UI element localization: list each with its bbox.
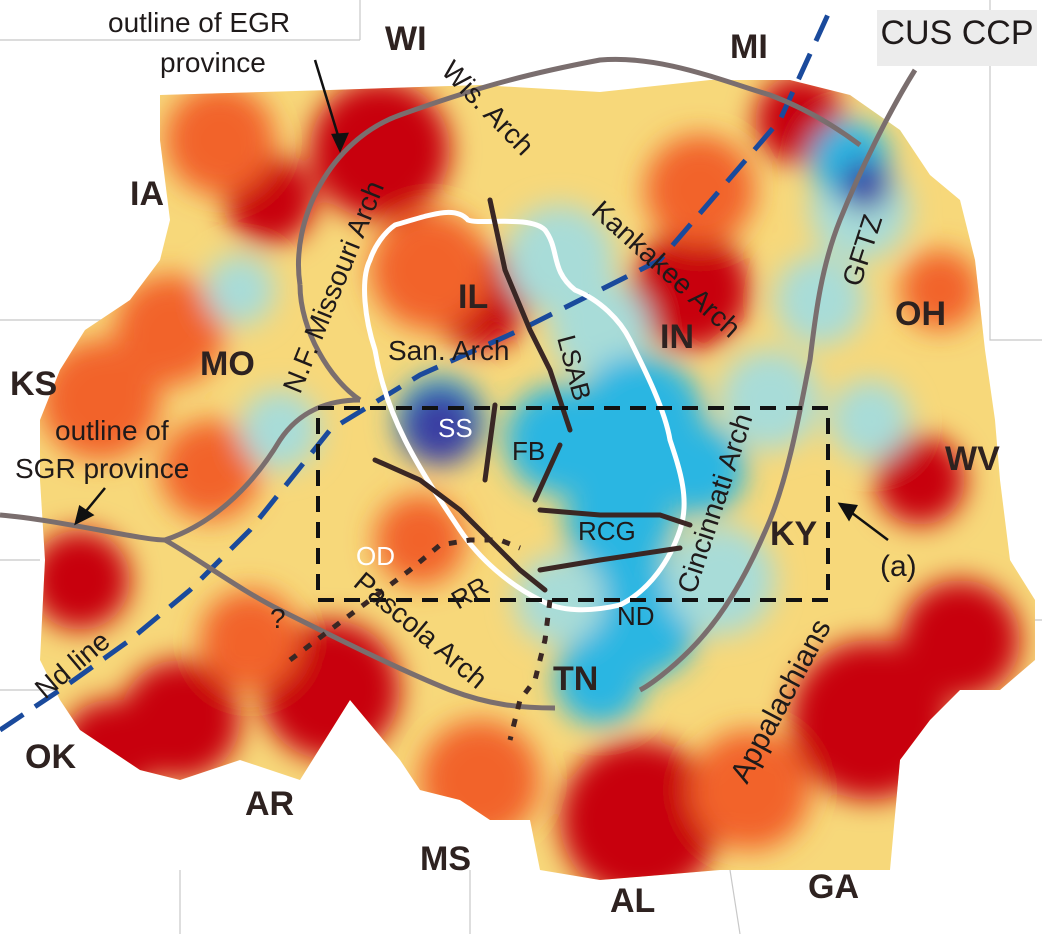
anomaly-blob-warm [115, 275, 225, 385]
egr-outline [0, 56, 862, 543]
anomaly-blob-deep [400, 385, 480, 465]
state-label-mo: MO [200, 345, 255, 383]
anomaly-blob-cold [555, 635, 645, 725]
anomaly-blob-warm [40, 340, 160, 460]
anomaly-blob-warm [370, 210, 490, 330]
state-label-ms: MS [420, 840, 471, 878]
basin-outline [362, 209, 687, 613]
gftz-line [638, 68, 918, 693]
label-egr-outline-1: outline of EGR [108, 7, 290, 38]
anomaly-blob-hot [560, 740, 720, 880]
state-label-ia: IA [130, 175, 164, 213]
anomaly-blob-cool [665, 525, 775, 635]
nf-missouri-arch-line [297, 284, 362, 403]
anomaly-blob-cool [205, 255, 275, 325]
state-label-tn: TN [553, 660, 598, 698]
label-san-arch: San. Arch [388, 335, 509, 366]
anomaly-blob-cool [240, 390, 320, 470]
state-label-ok: OK [25, 738, 76, 776]
label-egr-outline-2: province [160, 47, 266, 78]
label-od: OD [356, 541, 395, 571]
label-fb: FB [512, 436, 545, 466]
study-box [316, 406, 830, 602]
anomaly-blob-hot [40, 530, 130, 630]
anomaly-blob-warm [165, 85, 275, 195]
state-label-il: IL [458, 278, 488, 316]
figure-title: CUS CCP [880, 14, 1034, 52]
state-label-ga: GA [808, 868, 859, 906]
anomaly-blob-cold [505, 385, 615, 495]
anomaly-blob-warm [900, 250, 980, 330]
state-label-al: AL [610, 882, 655, 920]
state-label-mi: MI [730, 28, 768, 66]
label-sgr-outline-2: SGR province [15, 453, 189, 484]
anomaly-blob-warm [375, 495, 465, 585]
anomaly-blob-warm [645, 135, 755, 245]
annotation-arrows [74, 59, 889, 541]
anomaly-blob-cold [565, 465, 675, 575]
label-nd: ND [617, 601, 655, 631]
anomaly-blob-cool [830, 380, 910, 460]
state-label-oh: OH [895, 295, 946, 333]
label-ss: SS [438, 413, 473, 443]
state-label-ky: KY [770, 515, 818, 553]
sgr-outline [163, 537, 556, 711]
anomaly-blob-warm [420, 720, 540, 840]
anomaly-blob-deep [840, 160, 890, 210]
anomaly-blob-hot [310, 80, 450, 220]
fault-lines [372, 197, 693, 593]
label-sgr-outline-1: outline of [55, 415, 169, 446]
nd-line [0, 8, 833, 733]
anomaly-blob-warm [200, 590, 300, 690]
anomaly-blob-hot [900, 580, 1020, 700]
label-panel-a: (a) [880, 550, 917, 583]
label-rcg: RCG [578, 516, 636, 546]
label-question: ? [270, 603, 286, 634]
anomaly-blob-hot [875, 435, 965, 525]
pascola-dotted [288, 537, 553, 741]
state-label-in: IN [660, 318, 694, 356]
state-label-wv: WV [945, 440, 1000, 478]
state-label-ar: AR [245, 785, 294, 823]
title-box [877, 10, 1037, 66]
state-label-wi: WI [385, 20, 427, 58]
state-label-ks: KS [10, 365, 57, 403]
anomaly-blob-cold [655, 425, 745, 515]
anomaly-blob-warm [690, 730, 810, 850]
